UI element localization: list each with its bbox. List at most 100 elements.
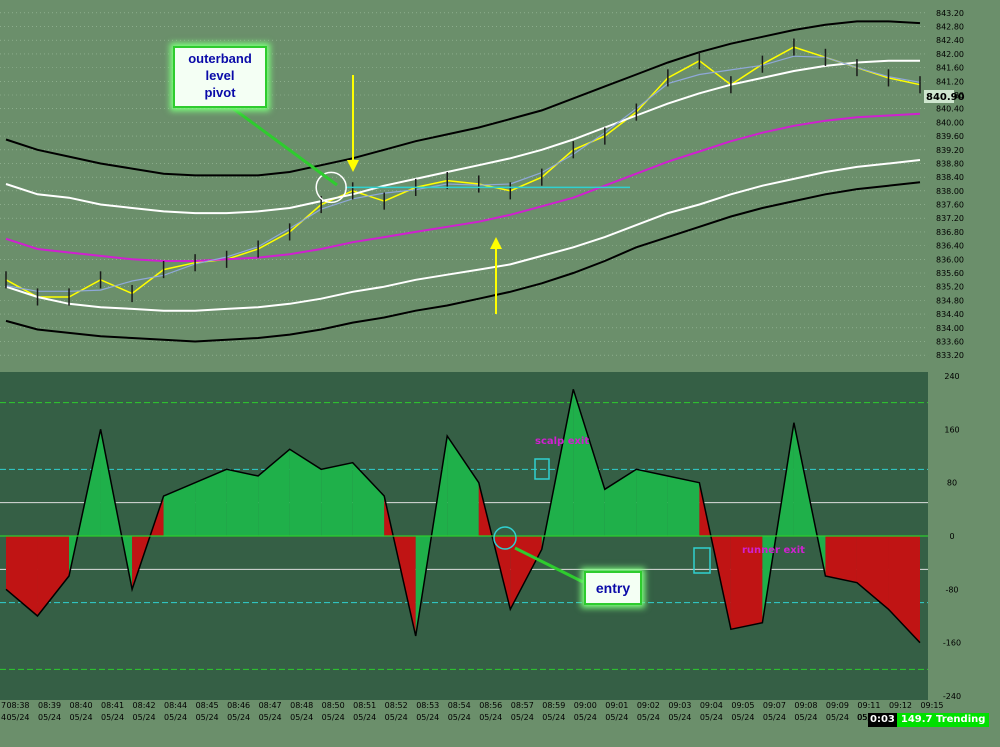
oscillator-series xyxy=(0,389,928,670)
time-tick-label: 09:01 xyxy=(605,701,628,710)
price-tick-label: 841.20 xyxy=(936,77,964,86)
time-tick-label: 08:39 xyxy=(38,701,61,710)
oscillator-area xyxy=(699,482,731,630)
time-tick-label: 08:57 xyxy=(511,701,534,710)
entry-circle xyxy=(493,526,517,550)
price-tick-label: 834.00 xyxy=(936,324,964,333)
status-time: 0:03 xyxy=(868,713,897,727)
left-edge-time: 7 xyxy=(1,701,6,710)
time-tick-label: 09:00 xyxy=(574,701,597,710)
band-line xyxy=(5,112,921,262)
time-tick-label: 08:46 xyxy=(227,701,250,710)
price-line xyxy=(5,46,921,298)
date-tick-label: 05/24 xyxy=(385,713,408,722)
oscillator-area xyxy=(352,462,385,536)
price-tick-label: 841.60 xyxy=(936,64,964,73)
oscillator-area xyxy=(573,389,605,536)
date-tick-label: 05/24 xyxy=(353,713,376,722)
oscillator-area xyxy=(289,449,322,536)
price-tick-label: 834.40 xyxy=(936,310,964,319)
time-tick-label: 08:51 xyxy=(353,701,376,710)
date-tick-label: 05/24 xyxy=(637,713,660,722)
entry-pointer xyxy=(514,546,584,584)
last-price-label: 840.90 xyxy=(926,92,965,103)
entry-label: entry xyxy=(595,580,631,596)
date-tick-label: 05/24 xyxy=(416,713,439,722)
price-grid xyxy=(0,12,928,356)
date-tick-label: 05/24 xyxy=(479,713,502,722)
oscillator-area xyxy=(793,422,826,576)
date-tick-label: 05/24 xyxy=(164,713,187,722)
scalp-exit-marker xyxy=(534,458,550,480)
time-axis: 08:38 05/24 08:39 05/24 08:40 05/24 08:41 05/24… xyxy=(1,701,944,722)
price-tick-label: 833.20 xyxy=(936,351,964,360)
annotations-layer xyxy=(222,75,711,584)
date-tick-label: 05/24 xyxy=(700,713,723,722)
time-tick-label: 09:03 xyxy=(668,701,691,710)
outerband-line-1: outerband xyxy=(188,51,252,66)
time-tick-label: 08:44 xyxy=(164,701,187,710)
oscillator-area xyxy=(6,536,38,616)
price-tick-label: 842.00 xyxy=(936,50,964,59)
price-tick-label: 837.20 xyxy=(936,214,964,223)
time-tick-label: 08:54 xyxy=(448,701,471,710)
time-tick-label: 08:52 xyxy=(385,701,408,710)
time-tick-label: 08:45 xyxy=(196,701,219,710)
runner-exit-marker xyxy=(693,547,711,574)
pivot-circle xyxy=(315,171,347,204)
price-tick-label: 835.60 xyxy=(936,269,964,278)
price-tick-label: 840.00 xyxy=(936,118,964,127)
time-tick-label: 09:07 xyxy=(763,701,786,710)
status-trend: 149.7 Trending xyxy=(896,713,990,727)
oscillator-area xyxy=(636,469,668,536)
oscillator-area xyxy=(226,469,259,536)
oscillator-tick-label: 80 xyxy=(947,479,957,488)
price-tick-label: 835.20 xyxy=(936,283,964,292)
date-tick-label: 05/24 xyxy=(70,713,93,722)
date-tick-label: 05/24 xyxy=(196,713,219,722)
price-tick-label: 836.80 xyxy=(936,228,964,237)
up-arrow-head xyxy=(490,237,502,249)
price-tick-label: 834.80 xyxy=(936,296,964,305)
time-tick-label: 08:47 xyxy=(259,701,282,710)
price-tick-label: 839.60 xyxy=(936,132,964,141)
date-tick-label: 05/24 xyxy=(290,713,313,722)
oscillator-area xyxy=(163,482,196,536)
entry-callout: entry xyxy=(584,571,642,605)
outerband-line-3: pivot xyxy=(204,85,236,100)
time-tick-label: 09:12 xyxy=(889,701,912,710)
oscillator-area xyxy=(856,536,889,610)
date-tick-label: 05/24 xyxy=(259,713,282,722)
runner-exit-label: runner exit xyxy=(742,545,805,556)
oscillator-area xyxy=(447,436,479,536)
band-line xyxy=(5,20,921,177)
oscillator-tick-label: 160 xyxy=(944,425,959,434)
date-tick-label: 05/24 xyxy=(6,713,29,722)
date-tick-label: 05/24 xyxy=(826,713,849,722)
price-tick-label: 843.20 xyxy=(936,9,964,18)
right-partial-date: 05 xyxy=(857,713,867,722)
oscillator-area xyxy=(321,462,353,536)
price-tick-label: 838.00 xyxy=(936,187,964,196)
time-tick-label: 08:42 xyxy=(133,701,156,710)
date-tick-label: 05/24 xyxy=(794,713,817,722)
price-tick-label: 842.40 xyxy=(936,36,964,45)
oscillator-tick-label: -160 xyxy=(943,639,961,648)
time-tick-label: 09:04 xyxy=(700,701,723,710)
price-tick-label: 838.40 xyxy=(936,173,964,182)
price-tick-label: 833.60 xyxy=(936,337,964,346)
oscillator-area xyxy=(510,536,542,610)
date-tick-label: 05/24 xyxy=(101,713,124,722)
time-tick-label: 08:50 xyxy=(322,701,345,710)
date-tick-label: 05/24 xyxy=(574,713,597,722)
oscillator-tick-label: -80 xyxy=(945,585,958,594)
oscillator-area xyxy=(258,449,290,536)
time-tick-label: 08:40 xyxy=(70,701,93,710)
oscillator-area xyxy=(730,536,763,630)
band-line xyxy=(5,181,921,343)
oscillator-line xyxy=(5,389,921,644)
time-tick-label: 08:48 xyxy=(290,701,313,710)
oscillator-axis: 240 160 80 0 -80 -160 -240 xyxy=(943,372,961,701)
time-tick-label: 09:11 xyxy=(857,701,880,710)
